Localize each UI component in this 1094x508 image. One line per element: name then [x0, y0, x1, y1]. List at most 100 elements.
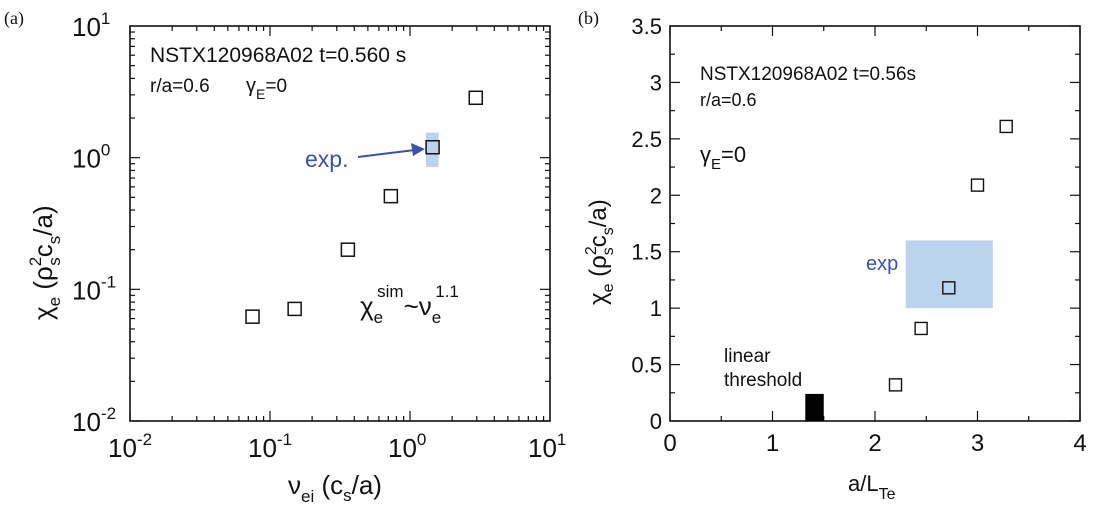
data-point [970, 178, 985, 192]
y-title-chi: χ [28, 306, 58, 320]
data-point [942, 281, 956, 295]
y-tick-label: 3 [650, 70, 662, 95]
panel-a-exp-arrowhead [411, 143, 425, 156]
y-tick-label: 101 [72, 9, 110, 42]
panel-a-gamma-symbol: γ [246, 75, 256, 97]
y-tick-label: 1 [650, 296, 662, 321]
exp-region [425, 132, 439, 167]
data-point [383, 188, 399, 204]
panel-a-gamma-value: =0 [265, 76, 287, 97]
panel-b-threshold-label-line2: threshold [724, 370, 802, 391]
panel-b-ticks [669, 25, 1081, 422]
panel-b-gamma-label: γE=0 [700, 142, 746, 173]
y-title-end: /a) [28, 205, 58, 235]
y-title-rho: (ρ [28, 266, 58, 297]
y-tick-label: 10-2 [72, 404, 116, 437]
data-point [468, 90, 484, 106]
y-tick-label: 100 [72, 141, 110, 174]
x-title-sub: ei [301, 487, 314, 506]
data-point [999, 119, 1013, 134]
b-y-title-chi: χ [585, 292, 612, 305]
panel-a-exp-label: exp. [305, 146, 348, 172]
y-title-c: c [28, 244, 58, 257]
y-title-sup: 2 [26, 257, 45, 266]
b-y-title-end: /a) [585, 199, 612, 227]
panel-a-label: (a) [4, 8, 24, 29]
data-point [914, 321, 928, 336]
panel-a-x-axis-title: νei (cs/a) [288, 470, 382, 506]
b-y-title-sub-s2: s [600, 227, 617, 235]
panel-b-exp-region-layer [905, 240, 993, 309]
x-tick-label: 1 [766, 430, 779, 457]
scaling-sup-pow: 1.1 [435, 282, 459, 301]
scaling-nu: ~ν [404, 291, 432, 321]
b-y-title-c: c [585, 235, 612, 247]
panel-a-shot-label: NSTX120968A02 t=0.560 s [150, 44, 406, 67]
x-title-sub2: s [343, 486, 352, 505]
x-title-rest: (c [314, 470, 343, 500]
y-tick-label: 3.5 [631, 14, 662, 39]
panel-b-tick-labels: 0 1 2 3 4 0 0.5 1 1.5 2 2.5 3 3.5 [631, 14, 1086, 457]
panel-a-exp-region-layer [425, 132, 439, 167]
b-x-title-sub: Te [879, 486, 896, 503]
panel-b-gamma-symbol: γ [700, 142, 711, 167]
panel-b: (b) 0 1 2 3 4 0 0.5 1 1.5 2 2.5 3 3.5 NSTX120968A02 … [578, 8, 1087, 503]
panel-a-gamma-label: γE=0 [246, 75, 287, 102]
b-y-title-rho: (ρ [585, 255, 612, 283]
panel-a-y-axis-title: χe (ρ2scs/a) [26, 205, 64, 320]
panel-a-tick-labels: 10-2 10-1 100 101 10-2 10-1 100 101 [72, 9, 566, 463]
x-tick-label: 4 [1073, 430, 1086, 457]
y-title-sub-s: s [45, 257, 64, 266]
panel-b-x-axis-title: a/LTe [848, 471, 896, 503]
x-tick-label: 0 [663, 430, 676, 457]
scaling-sub-e: e [374, 308, 383, 327]
panel-b-gamma-sub: E [711, 156, 721, 173]
panel-b-exp-label: exp [866, 253, 898, 275]
x-title-nu: ν [288, 470, 301, 500]
panel-a-radius-label: r/a=0.6 [150, 76, 210, 97]
panel-b-y-axis-title: χe (ρ2scs/a) [583, 199, 617, 305]
scaling-sup-sim: sim [377, 282, 403, 301]
y-tick-label: 10-1 [72, 272, 116, 305]
panel-b-radius-label: r/a=0.6 [700, 90, 757, 110]
panel-b-label: (b) [578, 8, 599, 29]
x-tick-label: 3 [971, 430, 984, 457]
panel-a-scaling-law: χesim~νe1.1 [360, 282, 459, 327]
y-tick-label: 0 [650, 409, 662, 434]
y-tick-label: 2 [650, 183, 662, 208]
panel-a-gamma-sub: E [256, 86, 265, 102]
y-tick-label: 0.5 [631, 353, 662, 378]
x-title-end: /a) [352, 470, 382, 500]
y-tick-label: 1.5 [631, 240, 662, 265]
data-point [245, 309, 260, 324]
b-y-title-sub-s: s [600, 247, 617, 255]
b-y-title-sub-e: e [600, 283, 617, 292]
panel-a-exp-arrow-line [357, 149, 416, 158]
panel-a-points [245, 90, 484, 324]
y-title-sub-e: e [45, 297, 64, 306]
data-point [340, 242, 356, 257]
panel-b-points [805, 119, 1013, 421]
data-point [888, 378, 903, 392]
data-point [287, 301, 302, 317]
x-tick-label: 100 [388, 430, 426, 463]
panel-a: (a) 10-2 10-1 100 101 10-2 10-1 100 101 NSTX120… [4, 8, 566, 506]
exp-region [905, 240, 993, 309]
panel-a-ticks [129, 26, 550, 422]
linear-threshold-bar [805, 393, 824, 421]
x-tick-label: 2 [868, 430, 881, 457]
panel-b-threshold-label-line1: linear [724, 346, 771, 367]
x-tick-label: 101 [528, 430, 566, 463]
data-point [425, 139, 440, 155]
panel-b-gamma-value: =0 [721, 142, 746, 167]
panel-b-shot-label: NSTX120968A02 t=0.56s [700, 64, 916, 85]
scaling-chi: χ [360, 291, 374, 321]
b-x-title-base: a/L [848, 471, 879, 496]
y-title-sub-s2: s [45, 236, 64, 245]
y-tick-label: 2.5 [631, 127, 662, 152]
panel-a-plot-frame [129, 25, 551, 422]
b-y-title-sup: 2 [583, 246, 600, 255]
x-tick-label: 10-1 [248, 430, 292, 463]
scaling-sub-e2: e [432, 308, 441, 327]
